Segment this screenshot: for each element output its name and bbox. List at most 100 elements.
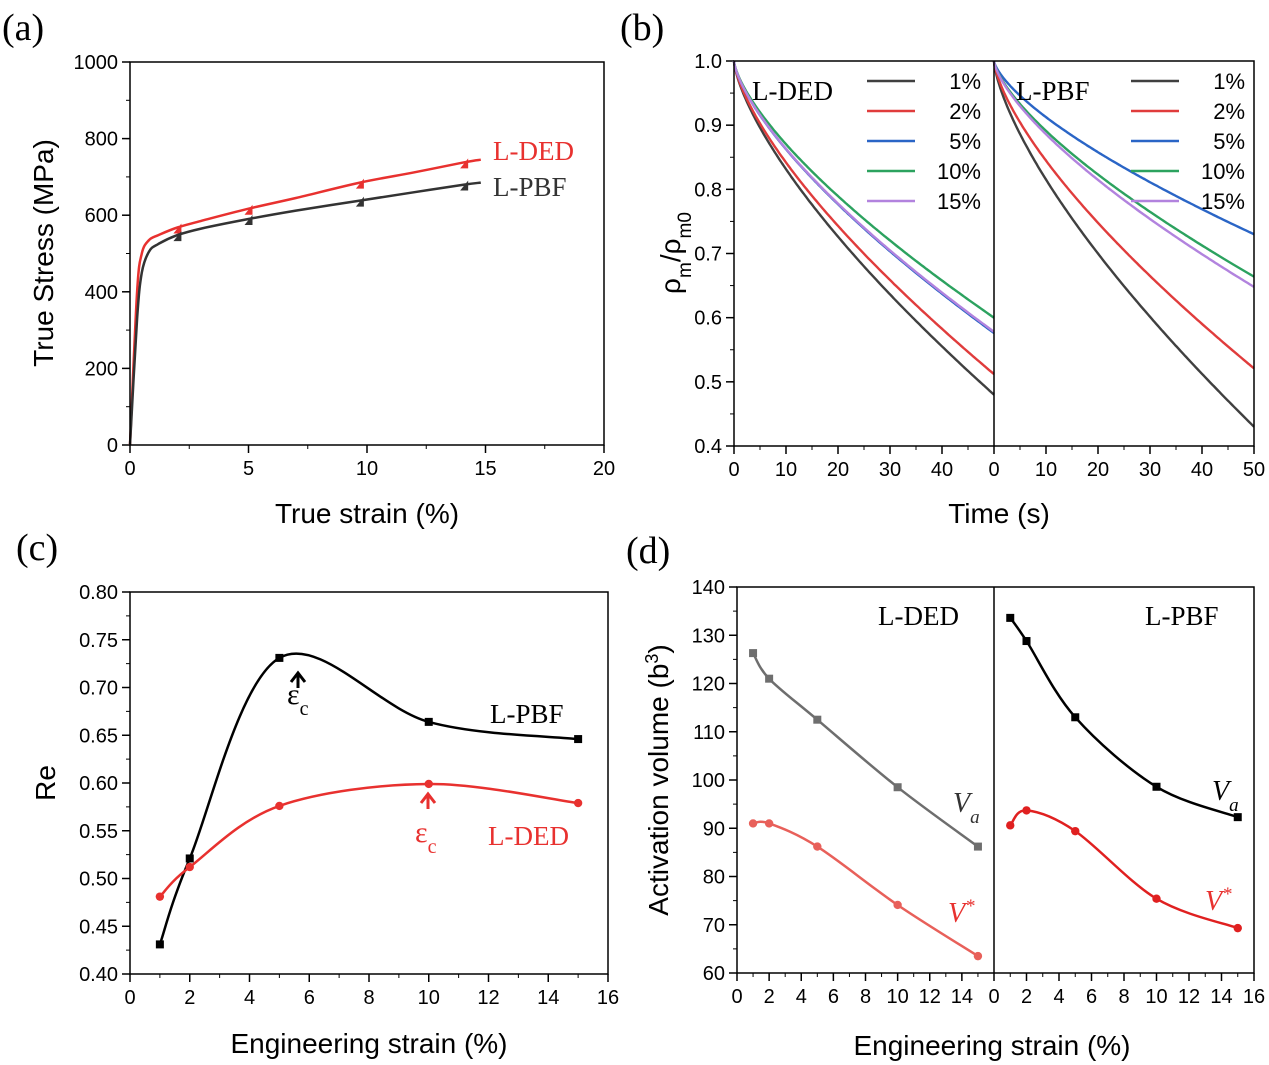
panel-b-left-xtick-label: 30: [879, 459, 901, 481]
panel-b-right-xtick-label: 20: [1087, 459, 1109, 481]
panel-b-ytick-label: 1.0: [694, 51, 722, 73]
panel-d-series: [748, 613, 1242, 961]
panel-d-ytick-label: 70: [703, 915, 725, 937]
panel-c-marker-l-pbf: [574, 735, 583, 744]
panel-d-ytick-label: 80: [703, 867, 725, 889]
panel-a-label: (a): [2, 7, 44, 49]
panel-b-right-xtick-label: 10: [1035, 459, 1057, 481]
panel-b-right-title: L-PBF: [1016, 76, 1090, 106]
panel-b-right-xtick-label: 0: [988, 459, 999, 481]
panel-c-xtick-label: 8: [363, 987, 374, 1009]
panel-d-right-marker-va: [1233, 813, 1242, 822]
panel-d-ytick-label: 120: [692, 674, 725, 696]
panel-b-ytick-label: 0.8: [694, 179, 722, 201]
panel-b-left-xtick-label: 10: [775, 459, 797, 481]
panel-d-ytick-label: 60: [703, 963, 725, 985]
panel-c-ytick-label: 0.70: [79, 678, 118, 700]
panel-d-right-line-va: [1009, 617, 1239, 819]
panel-c-label-lpbf: L-PBF: [490, 699, 564, 729]
panel-d-right-xtick-label: 14: [1210, 986, 1232, 1008]
panel-b-right-line-2pct: [992, 60, 1255, 370]
panel-b-right-xtick-label: 30: [1139, 459, 1161, 481]
panel-c-arrow-pbf: [289, 670, 307, 688]
panel-a-series: [128, 158, 481, 446]
panel-b-ytick-label: 0.4: [694, 436, 722, 458]
panel-d-right-xtick-label: 10: [1145, 986, 1167, 1008]
panel-d-left-line-vstar: [752, 820, 979, 958]
panel-a-ytick-label: 0: [107, 435, 118, 457]
panel-b-xlabel: Time (s): [948, 498, 1050, 529]
panel-b-left-xtick-label: 0: [728, 459, 739, 481]
panel-b: (b) 0.4 0.5 0.6 0.7 0.8 0.9 1.0 0 10 20 30 40 0 10 20 3…: [620, 7, 1265, 529]
panel-d-ytick-label: 110: [693, 722, 725, 744]
panel-b-legend-right-label: 1%: [1213, 69, 1245, 94]
panel-b-left-line-1pct: [732, 60, 995, 396]
panel-b-ytick-label: 0.5: [694, 372, 722, 394]
panel-c-ylabel: Re: [30, 765, 61, 801]
panel-a-marker-l-ded: [173, 223, 182, 234]
panel-d-right-title: L-PBF: [1145, 601, 1219, 631]
panel-d-right-xtick-label: 2: [1021, 986, 1032, 1008]
panel-d-left-title: L-DED: [878, 601, 959, 631]
panel-a-xtick-label: 0: [124, 458, 135, 480]
panel-d-right-marker-vstar: [1006, 821, 1015, 830]
panel-b-right-line-1pct: [992, 60, 1255, 428]
panel-b-ytick-label: 0.9: [694, 115, 722, 137]
panel-c-marker-l-ded: [275, 801, 284, 811]
panel-c-marker-l-ded: [573, 798, 583, 808]
panel-d-label-va-left: Va: [953, 788, 980, 828]
panel-d-right-marker-vstar: [1233, 923, 1242, 933]
panel-d-right-marker-va: [1071, 713, 1080, 722]
panel-d-label-vs-right: V*: [1205, 884, 1232, 918]
panel-d-left-xtick-label: 0: [731, 986, 742, 1008]
panel-b-legend-left-label: 15%: [937, 189, 981, 214]
panel-d-left-xtick-label: 14: [951, 986, 973, 1008]
panel-d-left-xtick-label: 12: [919, 986, 941, 1008]
panel-d-right-xtick-label: 4: [1053, 986, 1064, 1008]
panel-d-left-marker-va: [893, 783, 902, 792]
panel-b-legend-right-label: 15%: [1201, 189, 1245, 214]
panel-b-legend-right-label: 5%: [1213, 129, 1245, 154]
panel-a-marker-l-pbf: [355, 196, 364, 207]
panel-b-legend-right-label: 2%: [1213, 99, 1245, 124]
panel-c-ticks: 0 2 4 6 8 10 12 14 16 0.40 0.45 0.50 0.55 0.60 0.65 0.7…: [79, 582, 619, 1009]
panel-d-right-marker-va: [1006, 613, 1015, 622]
panel-b-legend-left-label: 2%: [949, 99, 981, 124]
panel-d-ytick-label: 100: [692, 770, 725, 792]
panel-d-left-xtick-label: 6: [828, 986, 839, 1008]
panel-a-xtick-label: 15: [474, 458, 496, 480]
panel-d-left-xtick-label: 8: [860, 986, 871, 1008]
panel-a-line-l-pbf: [128, 181, 481, 446]
panel-b-left-xtick-label: 20: [827, 459, 849, 481]
panel-b-right-line-5pct: [992, 60, 1255, 236]
panel-b-legend-left-label: 5%: [949, 129, 981, 154]
panel-d-right-marker-vstar: [1152, 894, 1161, 903]
panel-c-ytick-label: 0.80: [79, 582, 118, 604]
panel-d-ytick-label: 140: [692, 577, 725, 599]
panel-a-marker-l-pbf: [244, 215, 253, 226]
panel-a-xlabel: True strain (%): [275, 498, 459, 529]
panel-c-xtick-label: 2: [184, 987, 195, 1009]
panel-c-ytick-label: 0.55: [79, 821, 118, 843]
panel-d-right-xtick-label: 6: [1086, 986, 1097, 1008]
panel-d-right-xtick-label: 0: [988, 986, 999, 1008]
panel-a-marker-l-pbf: [173, 231, 182, 242]
panel-b-ylabel: ρm/ρm0: [655, 212, 696, 294]
panel-d-left-marker-va: [973, 842, 982, 851]
panel-c-ytick-label: 0.50: [79, 869, 118, 891]
panel-d-right-marker-vstar: [1071, 826, 1080, 836]
panel-c-xlabel: Engineering strain (%): [230, 1028, 507, 1059]
panel-a-label-lded: L-DED: [493, 136, 574, 166]
panel-d-ytick-label: 130: [692, 625, 725, 647]
panel-d-left-marker-va: [813, 715, 822, 724]
panel-c-marker-l-ded: [185, 862, 194, 872]
panel-b-legend-right: 1% 2% 5% 10% 15%: [1131, 69, 1245, 214]
panel-b-legend-left: 1% 2% 5% 10% 15%: [867, 69, 981, 214]
panel-b-series: [732, 60, 1255, 428]
panel-d-label-va-right: Va: [1212, 776, 1239, 816]
panel-c-xtick-label: 10: [418, 987, 440, 1009]
panel-c-label: (c): [16, 527, 58, 569]
panel-b-ytick-label: 0.7: [694, 244, 722, 266]
